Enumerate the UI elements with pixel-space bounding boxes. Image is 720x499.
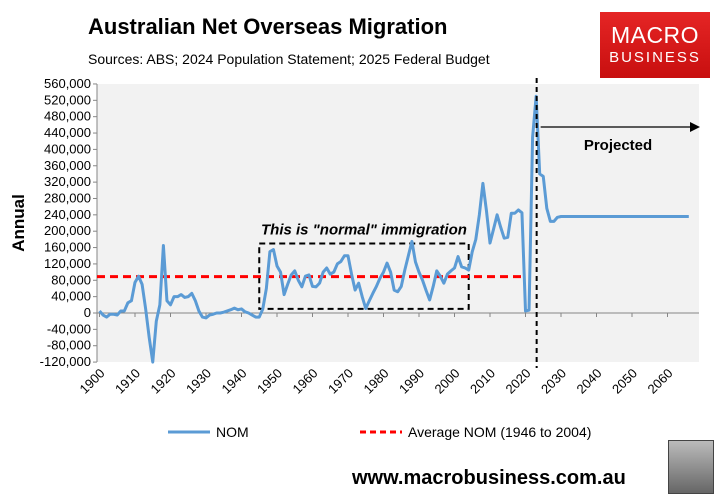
x-tick-label: 2050	[609, 366, 640, 397]
y-axis-label: Annual	[9, 194, 28, 252]
legend-average-label: Average NOM (1946 to 2004)	[408, 424, 591, 440]
y-tick-label: 120,000	[44, 256, 91, 271]
y-tick-label: 240,000	[44, 207, 91, 222]
nom-line	[98, 94, 689, 364]
x-tick-label: 2010	[467, 366, 498, 397]
y-tick-label: 160,000	[44, 240, 91, 255]
x-tick-label: 1990	[396, 366, 427, 397]
x-tick-label: 1960	[290, 366, 321, 397]
logo-line2: BUSINESS	[609, 49, 701, 66]
y-tick-label: -80,000	[47, 338, 91, 353]
x-tick-label: 1900	[77, 366, 108, 397]
macrobusiness-logo: MACRO BUSINESS	[600, 12, 710, 78]
x-tick-label: 2020	[503, 366, 534, 397]
projected-label: Projected	[584, 137, 652, 154]
y-tick-label: 560,000	[44, 76, 91, 91]
x-tick-label: 2060	[645, 366, 676, 397]
y-tick-label: 360,000	[44, 158, 91, 173]
chart-subtitle: Sources: ABS; 2024 Population Statement;…	[88, 51, 490, 67]
x-tick-label: 1980	[361, 366, 392, 397]
x-tick-label: 1930	[183, 366, 214, 397]
y-tick-label: 280,000	[44, 190, 91, 205]
x-tick-label: 1950	[254, 366, 285, 397]
legend-nom-label: NOM	[216, 424, 249, 440]
plot-area	[97, 84, 699, 362]
x-tick-label: 1920	[148, 366, 179, 397]
y-tick-label: 40,000	[51, 289, 91, 304]
y-tick-label: 320,000	[44, 174, 91, 189]
y-tick-label: 400,000	[44, 141, 91, 156]
logo-line1: MACRO	[610, 22, 700, 48]
x-tick-label: 1910	[112, 366, 143, 397]
x-tick-label: 2040	[574, 366, 605, 397]
y-tick-label: -120,000	[40, 354, 91, 369]
y-tick-label: 80,000	[51, 272, 91, 287]
y-tick-label: 200,000	[44, 223, 91, 238]
y-tick-label: 440,000	[44, 125, 91, 140]
y-tick-label: 0	[84, 305, 91, 320]
wolf-logo-icon	[668, 440, 714, 494]
footer-url: www.macrobusiness.com.au	[352, 467, 626, 489]
chart-title: Australian Net Overseas Migration	[88, 14, 448, 39]
box-label: This is "normal" immigration	[261, 221, 467, 238]
arrow-head-icon	[690, 122, 700, 132]
x-tick-label: 1970	[325, 366, 356, 397]
x-tick-label: 1940	[219, 366, 250, 397]
x-tick-label: 2000	[432, 366, 463, 397]
y-tick-label: -40,000	[47, 321, 91, 336]
y-tick-label: 480,000	[44, 109, 91, 124]
y-tick-label: 520,000	[44, 92, 91, 107]
x-tick-label: 2030	[538, 366, 569, 397]
